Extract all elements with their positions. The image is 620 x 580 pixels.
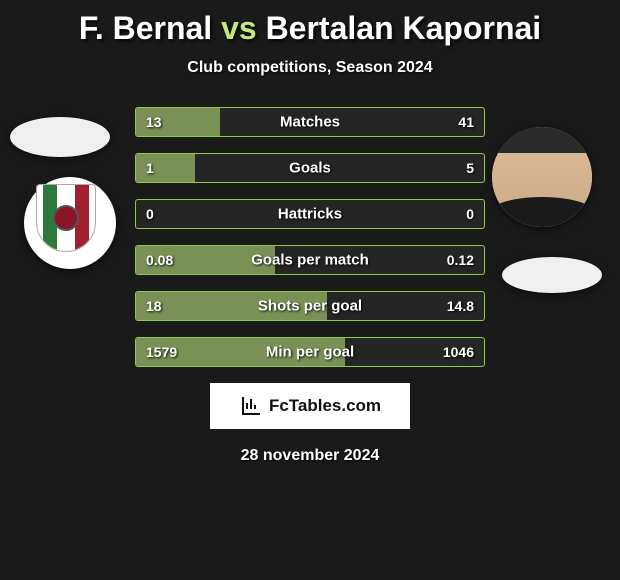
stat-right-value: 5 [466,160,474,176]
stat-bars: 13Matches41 1Goals5 0Hattricks0 0.08Goals p… [135,107,485,367]
stat-right-value: 0.12 [447,252,474,268]
player1-club-crest [24,177,116,269]
stat-row: 1579Min per goal1046 [135,337,485,367]
main-area: 13Matches41 1Goals5 0Hattricks0 0.08Goals p… [0,107,620,465]
stat-label: Hattricks [136,206,484,223]
stat-label: Goals [136,160,484,177]
stat-label: Min per goal [136,344,484,361]
player2-avatar [492,127,592,227]
stat-label: Matches [136,114,484,131]
chart-icon [239,394,263,418]
stat-right-value: 1046 [443,344,474,360]
branding-badge: FcTables.com [210,383,410,429]
comparison-card: F. Bernal vs Bertalan Kapornai Club comp… [0,0,620,465]
player2-name: Bertalan Kapornai [266,10,542,46]
stat-label: Goals per match [136,252,484,269]
stat-row: 18Shots per goal14.8 [135,291,485,321]
page-title: F. Bernal vs Bertalan Kapornai [0,10,620,47]
stat-row: 1Goals5 [135,153,485,183]
stat-row: 0.08Goals per match0.12 [135,245,485,275]
vs-text: vs [221,10,257,46]
crest-icon [36,184,104,262]
player1-name: F. Bernal [79,10,212,46]
stat-right-value: 41 [458,114,474,130]
stat-label: Shots per goal [136,298,484,315]
date-text: 28 november 2024 [0,447,620,465]
branding-text: FcTables.com [269,396,381,416]
player1-avatar-placeholder [10,117,110,157]
subtitle: Club competitions, Season 2024 [0,59,620,77]
stat-row: 0Hattricks0 [135,199,485,229]
stat-row: 13Matches41 [135,107,485,137]
stat-right-value: 14.8 [447,298,474,314]
stat-right-value: 0 [466,206,474,222]
player2-club-placeholder [502,257,602,293]
face-icon [492,127,592,227]
